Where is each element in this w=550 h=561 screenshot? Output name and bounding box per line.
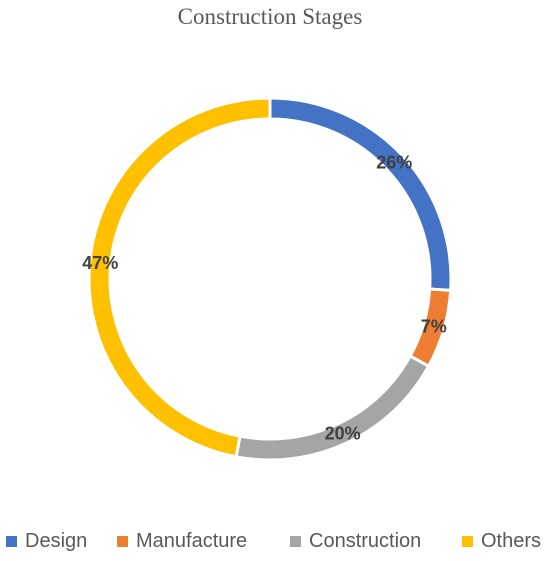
legend-item-construction: Construction bbox=[290, 530, 421, 553]
donut-slices bbox=[87, 96, 453, 462]
data-label-manufacture: 7% bbox=[421, 317, 447, 337]
legend-swatch-others bbox=[462, 536, 473, 547]
legend-item-design: Design bbox=[6, 530, 87, 553]
donut-slice-construction bbox=[234, 354, 431, 462]
legend-swatch-construction bbox=[290, 536, 301, 547]
chart-title: Construction Stages bbox=[177, 4, 363, 29]
legend-label-manufacture: Manufacture bbox=[136, 530, 248, 552]
legend-label-others: Others bbox=[481, 530, 542, 552]
donut-plot-area: 26% 7% 20% 47% bbox=[82, 96, 453, 462]
legend-swatch-manufacture bbox=[117, 536, 128, 547]
donut-slice-labels: 26% 7% 20% 47% bbox=[82, 152, 446, 443]
donut-slice-design bbox=[268, 96, 453, 292]
data-label-design: 26% bbox=[376, 152, 412, 172]
data-label-construction: 20% bbox=[325, 423, 361, 443]
legend-label-design: Design bbox=[25, 530, 88, 552]
legend-swatch-design bbox=[6, 536, 17, 547]
data-label-others: 47% bbox=[82, 253, 118, 273]
chart-legend: Design Manufacture Construction Others bbox=[0, 530, 550, 558]
legend-item-others: Others bbox=[462, 530, 541, 553]
legend-label-construction: Construction bbox=[309, 530, 422, 552]
legend-item-manufacture: Manufacture bbox=[117, 530, 247, 553]
donut-slice-others bbox=[87, 96, 272, 459]
